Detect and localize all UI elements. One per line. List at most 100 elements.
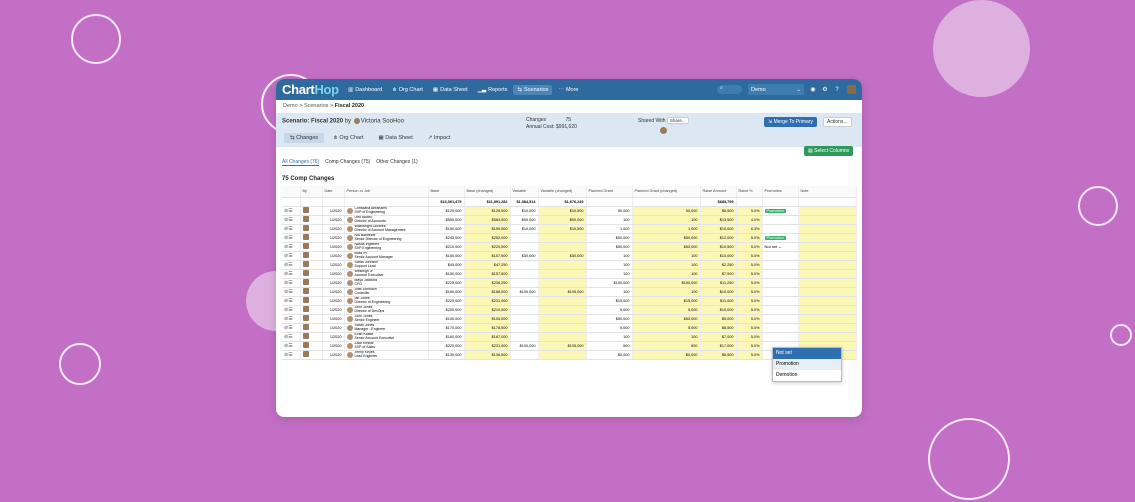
block-icon[interactable]: ⊘: [284, 342, 289, 349]
cell-promotion[interactable]: [762, 323, 799, 333]
cell-person[interactable]: Wainwright Olivares Director of Account M…: [344, 224, 429, 234]
tab-changes[interactable]: ⇆ Changes: [284, 133, 325, 143]
block-icon[interactable]: ⊘: [284, 333, 289, 340]
cell-variable[interactable]: $90,000: [510, 215, 539, 225]
cell-planned-grant-changed[interactable]: $50,000: [632, 242, 701, 252]
cell-promotion[interactable]: [762, 332, 799, 342]
col-header[interactable]: By: [300, 186, 323, 198]
cell-date[interactable]: 1/2020: [322, 269, 345, 279]
block-icon[interactable]: ⊘: [284, 225, 289, 232]
cell-variable[interactable]: [510, 278, 539, 288]
breadcrumb-scenarios[interactable]: Scenarios: [303, 103, 329, 109]
cell-raise-percent[interactable]: 5.0%: [736, 350, 763, 360]
cell-planned-grant[interactable]: 5,000: [586, 323, 633, 333]
cell-base-changed[interactable]: $126,000: [464, 206, 511, 216]
cell-date[interactable]: 1/2020: [322, 323, 345, 333]
cell-raise-percent[interactable]: 5.0%: [736, 332, 763, 342]
cell-base-changed[interactable]: $136,500: [464, 350, 511, 360]
cell-note[interactable]: [798, 332, 857, 342]
cell-planned-grant-changed[interactable]: $0,000: [632, 350, 701, 360]
cell-person[interactable]: Christiana Abrahams SVP of Engineering: [344, 206, 429, 216]
cell-base-changed[interactable]: $168,000: [464, 287, 511, 297]
cell-date[interactable]: 1/2020: [322, 287, 345, 297]
cell-planned-grant[interactable]: $50,000: [586, 242, 633, 252]
cell-date[interactable]: 1/2020: [322, 305, 345, 315]
cell-raise-percent[interactable]: 5.0%: [736, 260, 763, 270]
cell-raise-amount[interactable]: $11,000: [700, 296, 737, 306]
menu-icon[interactable]: ☰: [288, 333, 293, 340]
cell-base[interactable]: $100,000: [428, 314, 465, 324]
cell-variable[interactable]: [510, 305, 539, 315]
cell-planned-grant-changed[interactable]: $150,000: [632, 278, 701, 288]
cell-variable[interactable]: [510, 269, 539, 279]
cell-raise-amount[interactable]: $11,250: [700, 278, 737, 288]
cell-base[interactable]: $170,000: [428, 323, 465, 333]
nav-dashboard[interactable]: ▥ Dashboard: [344, 85, 386, 95]
col-header[interactable]: Variable (changed): [538, 186, 587, 198]
col-header[interactable]: Raise Amount: [700, 186, 737, 198]
cell-raise-amount[interactable]: $10,000: [700, 305, 737, 315]
cell-base[interactable]: $200,000: [428, 305, 465, 315]
cell-raise-percent[interactable]: 4.0%: [736, 215, 763, 225]
table-row[interactable]: ⊘☰ 1/2020 Sarah Jones Manager - Engineer $17…: [282, 323, 857, 333]
tab-other-changes[interactable]: Other Changes (1): [376, 159, 418, 165]
breadcrumb-demo[interactable]: Demo: [283, 103, 298, 109]
cell-base[interactable]: $45,000: [428, 260, 465, 270]
cell-variable-changed[interactable]: [538, 305, 587, 315]
cell-raise-amount[interactable]: $5,000: [700, 314, 737, 324]
cell-promotion[interactable]: [762, 287, 799, 297]
cell-date[interactable]: 1/2020: [322, 260, 345, 270]
select-columns-button[interactable]: ▤ Select Columns: [804, 146, 854, 156]
cell-raise-amount[interactable]: $7,000: [700, 332, 737, 342]
cell-planned-grant[interactable]: 100: [586, 269, 633, 279]
cell-planned-grant[interactable]: 1,000: [586, 224, 633, 234]
nav-org-chart[interactable]: ⋔ Org Chart: [388, 85, 427, 95]
cell-variable-changed[interactable]: $30,000: [538, 251, 587, 261]
table-row[interactable]: ⊘☰ 1/2020 Boss Irv Senior Account Manager $1…: [282, 251, 857, 261]
block-icon[interactable]: ⊘: [284, 315, 289, 322]
cell-base-changed[interactable]: $167,000: [464, 332, 511, 342]
menu-icon[interactable]: ☰: [288, 288, 293, 295]
cell-person[interactable]: John Jones Senior Engineer: [344, 314, 429, 324]
cell-raise-percent[interactable]: 5.0%: [736, 242, 763, 252]
cell-base[interactable]: $220,000: [428, 341, 465, 351]
menu-icon[interactable]: ☰: [288, 351, 293, 358]
cell-base[interactable]: $130,000: [428, 350, 465, 360]
col-header[interactable]: Note: [798, 186, 857, 198]
cell-promotion[interactable]: Promotion: [762, 206, 799, 216]
promotion-select[interactable]: Not set ⌄: [765, 244, 782, 249]
cell-base[interactable]: $240,000: [428, 233, 465, 243]
cell-planned-grant[interactable]: 100: [586, 215, 633, 225]
cell-note[interactable]: [798, 323, 857, 333]
cell-planned-grant-changed[interactable]: $15,000: [632, 296, 701, 306]
cell-note[interactable]: [798, 224, 857, 234]
block-icon[interactable]: ⊘: [284, 252, 289, 259]
cell-note[interactable]: [798, 260, 857, 270]
block-icon[interactable]: ⊘: [284, 306, 289, 313]
cell-date[interactable]: 1/2020: [322, 350, 345, 360]
cell-raise-percent[interactable]: 5.0%: [736, 287, 763, 297]
cell-planned-grant-changed[interactable]: 100: [632, 215, 701, 225]
cell-variable-changed[interactable]: $10,500: [538, 224, 587, 234]
cell-planned-grant[interactable]: 100: [586, 251, 633, 261]
cell-planned-grant-changed[interactable]: $50,000: [632, 314, 701, 324]
block-icon[interactable]: ⊘: [284, 216, 289, 223]
cell-raise-percent[interactable]: 5.0%: [736, 341, 763, 351]
block-icon[interactable]: ⊘: [284, 270, 289, 277]
col-header[interactable]: Date: [322, 186, 345, 198]
cell-person[interactable]: Zack Kessie SVP of Sales: [344, 341, 429, 351]
cell-variable-changed[interactable]: $90,000: [538, 215, 587, 225]
cell-variable-changed[interactable]: [538, 260, 587, 270]
search-button[interactable]: ⌕: [717, 85, 742, 94]
cell-base[interactable]: $225,000: [428, 278, 465, 288]
cell-raise-amount[interactable]: $17,000: [700, 341, 737, 351]
menu-icon[interactable]: ☰: [288, 225, 293, 232]
cell-note[interactable]: [798, 314, 857, 324]
cell-planned-grant-changed[interactable]: $50,000: [632, 233, 701, 243]
cell-note[interactable]: [798, 251, 857, 261]
table-row[interactable]: ⊘☰ 1/2020 Otto Bodell Director of Accounts $…: [282, 215, 857, 225]
cell-raise-amount[interactable]: $13,500: [700, 215, 737, 225]
cell-variable[interactable]: $100,000: [510, 287, 539, 297]
table-row[interactable]: ⊘☰ 1/2020 Mayo Jackford CFO $225,000 $236,250…: [282, 278, 857, 288]
cell-planned-grant-changed[interactable]: 100: [632, 269, 701, 279]
